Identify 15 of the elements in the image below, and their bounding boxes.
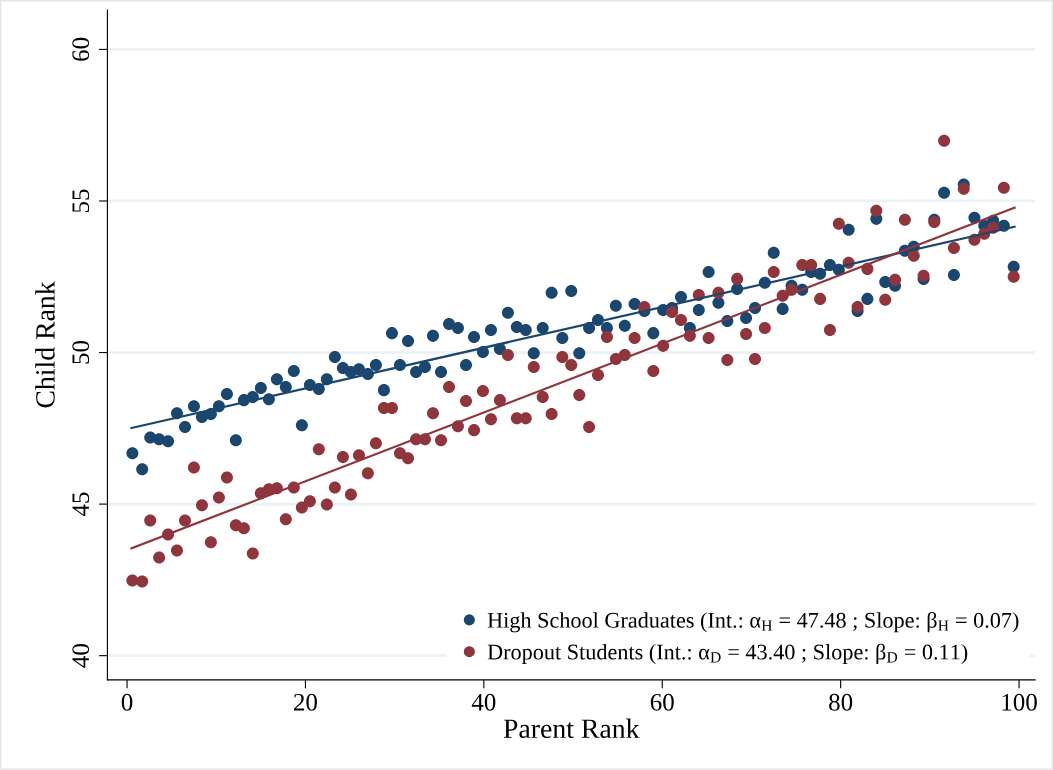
x-tick-label: 20 xyxy=(294,693,317,711)
y-tick-label: 55 xyxy=(72,189,90,213)
y-tick-label: 40 xyxy=(72,644,90,668)
legend-label: High School Graduates (Int.: α$_{H}$ = 47.48 ; Slope: β$_{H}$ = 0.07) xyxy=(487,611,1019,633)
y-tick-label: 60 xyxy=(72,37,90,61)
x-tick-label: 60 xyxy=(650,693,674,711)
x-tick-label: 80 xyxy=(829,693,853,711)
x-axis-title: Parent Rank xyxy=(503,718,640,739)
y-axis-title: Child Rank xyxy=(35,281,55,408)
legend-label: Dropout Students (Int.: α$_{D}$ = 43.40 ; Slope: β$_{D}$ = 0.11) xyxy=(487,643,968,665)
x-tick-label: 100 xyxy=(1002,693,1037,711)
x-tick-label: 40 xyxy=(471,693,496,711)
x-tick-label: 0 xyxy=(121,693,133,711)
y-tick-label: 45 xyxy=(72,492,90,517)
y-tick-label: 50 xyxy=(72,340,90,364)
